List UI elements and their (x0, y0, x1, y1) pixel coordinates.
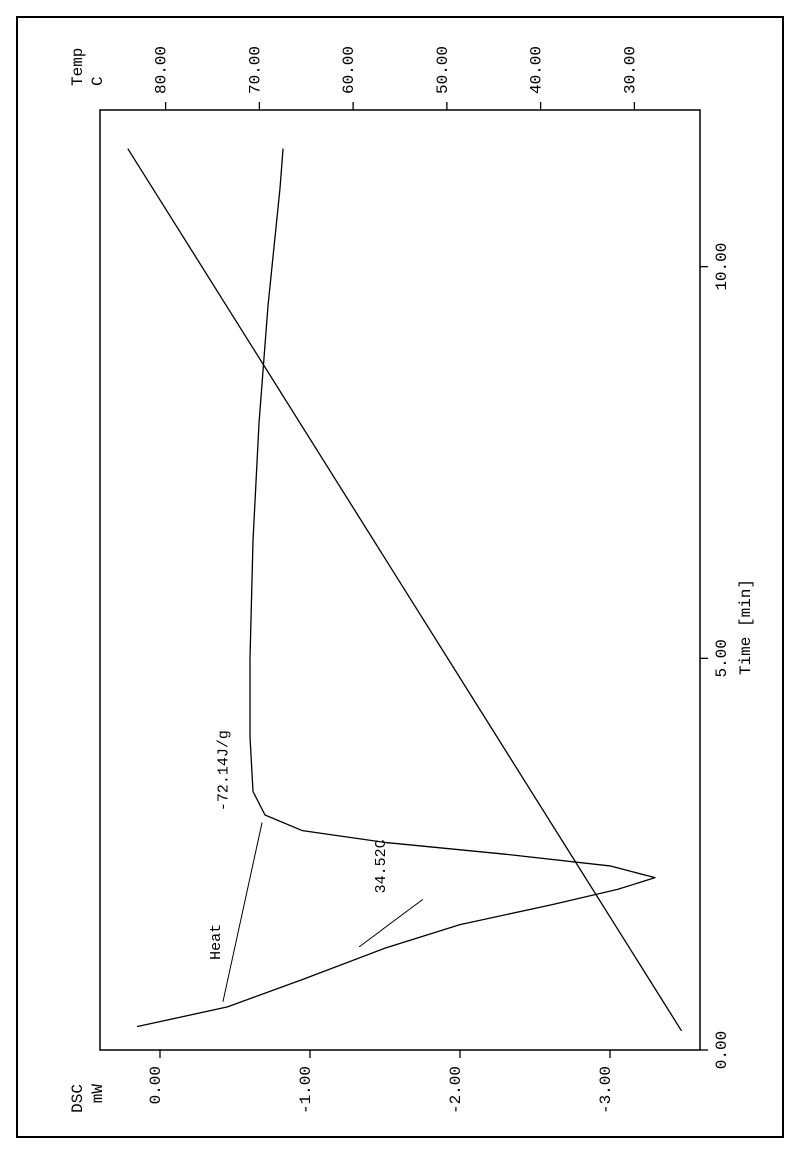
time-tick-label: 5.00 (713, 639, 731, 677)
time-tick-label: 0.00 (713, 1031, 731, 1069)
dsc-axis-label-2: mW (89, 1084, 107, 1104)
temp-tick-label: 40.00 (528, 46, 546, 94)
annotation-enthalpy: -72.14J/g (216, 730, 233, 811)
annotation-heat: Heat (208, 924, 225, 960)
dsc-tick-label: -1.00 (297, 1066, 315, 1114)
peak-baseline (223, 823, 262, 1002)
dsc-tick-label: -2.00 (447, 1066, 465, 1114)
dsc-heat-flow-curve (138, 149, 656, 1026)
temp-axis-label-2: C (89, 76, 107, 86)
time-axis-label: Time [min] (737, 579, 755, 675)
temp-tick-label: 80.00 (153, 46, 171, 94)
temperature-ramp-line (128, 149, 681, 1030)
temp-tick-label: 70.00 (246, 46, 264, 94)
temp-tick-label: 60.00 (340, 46, 358, 94)
temp-axis-label-1: Temp (69, 48, 87, 86)
temp-tick-label: 30.00 (621, 46, 639, 94)
dsc-axis-label-1: DSC (69, 1084, 87, 1113)
plot-area (100, 110, 700, 1050)
annotation-onset: 34.52C (373, 839, 390, 893)
time-tick-label: 10.00 (713, 243, 731, 291)
dsc-tick-label: -3.00 (597, 1066, 615, 1114)
temp-tick-label: 50.00 (434, 46, 452, 94)
dsc-tick-label: 0.00 (147, 1066, 165, 1104)
dsc-thermogram-chart: 0.00 5.00 10.00 Time [min] 0.00 -1.00 -2.00 -3.… (0, 0, 800, 1154)
